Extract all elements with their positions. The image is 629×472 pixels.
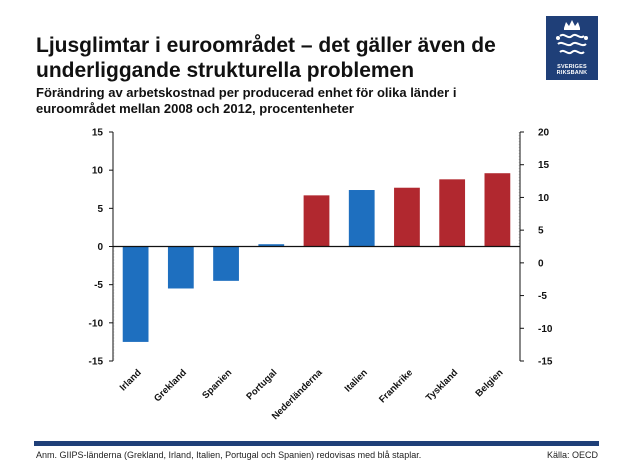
bar bbox=[258, 244, 285, 247]
x-tick-label: Portugal bbox=[244, 367, 279, 402]
footer-note: Anm. GIIPS-länderna (Grekland, Irland, I… bbox=[36, 450, 422, 460]
bar-chart: 15 10 5 0 -5 -10 -15 20 15 10 5 0 -5 -10 -15 Irland Grek… bbox=[89, 128, 553, 423]
y-tick-label-left: 0 bbox=[97, 242, 103, 253]
y-tick-label-left: -15 bbox=[89, 357, 104, 368]
footer-source: Källa: OECD bbox=[546, 450, 598, 460]
bar bbox=[348, 190, 375, 247]
x-tick-label: Tyskland bbox=[424, 367, 461, 404]
y-tick-label-right: 20 bbox=[538, 128, 550, 139]
bar bbox=[484, 173, 511, 247]
y-tick-label-right: 5 bbox=[538, 226, 544, 237]
y-tick-label-left: 10 bbox=[92, 166, 104, 177]
bar bbox=[122, 246, 149, 342]
footer-divider bbox=[34, 441, 599, 446]
logo-text: SVERIGES RIKSBANK bbox=[546, 64, 598, 76]
y-tick-label-left: -5 bbox=[94, 280, 103, 291]
title-line-1: Ljusglimtar i euroområdet – det gäller ä… bbox=[36, 34, 496, 57]
chart-subtitle: Förändring av arbetskostnad per producer… bbox=[36, 85, 536, 117]
subtitle-line-1: Förändring av arbetskostnad per producer… bbox=[36, 85, 457, 100]
y-tick-label-right: 0 bbox=[538, 258, 544, 269]
riksbank-logo: SVERIGES RIKSBANK bbox=[546, 16, 598, 80]
y-tick-label-right: 10 bbox=[538, 193, 550, 204]
x-tick-label: Irland bbox=[118, 367, 144, 393]
x-tick-label: Grekland bbox=[152, 367, 189, 404]
y-tick-label-left: -10 bbox=[89, 318, 104, 329]
subtitle-line-2: euroområdet mellan 2008 och 2012, procen… bbox=[36, 101, 354, 116]
bar bbox=[167, 246, 194, 289]
y-tick-label-right: -10 bbox=[538, 324, 553, 335]
bar bbox=[394, 187, 420, 247]
y-tick-label-left: 5 bbox=[97, 204, 103, 215]
crown-emblem-icon bbox=[556, 20, 588, 55]
y-tick-label-right: 15 bbox=[538, 160, 550, 171]
x-tick-label: Frankrike bbox=[377, 367, 415, 405]
bar bbox=[303, 195, 330, 247]
y-tick-label-right: -15 bbox=[538, 357, 553, 368]
logo-text-line-2: RIKSBANK bbox=[556, 70, 588, 76]
bar bbox=[213, 246, 239, 281]
x-tick-label: Italien bbox=[343, 367, 370, 394]
x-tick-label: Spanien bbox=[200, 367, 234, 401]
logo-text-line-1: SVERIGES bbox=[557, 64, 587, 70]
x-tick-label: Belgien bbox=[473, 367, 505, 399]
title-line-2: underliggande strukturella problemen bbox=[36, 59, 415, 82]
chart-area: 15 10 5 0 -5 -10 -15 20 15 10 5 0 -5 -10 -15 Irland Grek… bbox=[0, 120, 629, 445]
y-tick-label-right: -5 bbox=[538, 291, 547, 302]
y-tick-label-left: 15 bbox=[92, 128, 104, 139]
bar bbox=[439, 179, 466, 247]
chart-title: Ljusglimtar i euroområdet – det gäller ä… bbox=[36, 33, 536, 83]
